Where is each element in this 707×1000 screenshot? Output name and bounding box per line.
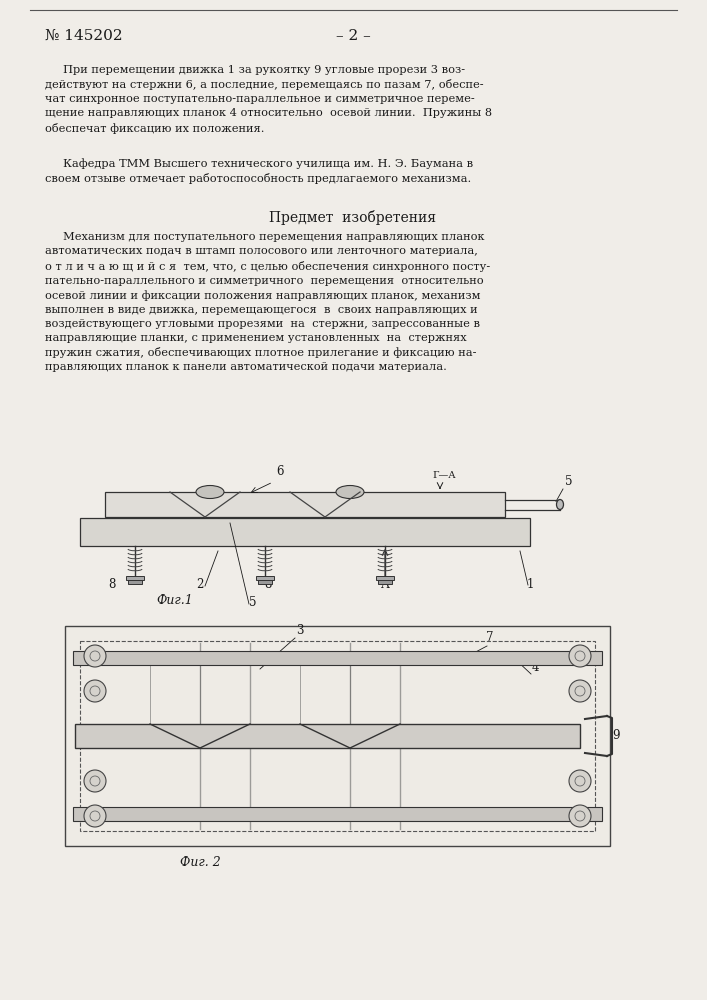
Circle shape [84, 805, 106, 827]
Bar [256, 576, 274, 580]
Text: 5: 5 [565, 475, 573, 488]
Text: А: А [380, 578, 390, 591]
Text: 4: 4 [531, 661, 539, 674]
Text: 1: 1 [526, 578, 534, 591]
Text: Г—А: Г—А [432, 471, 455, 480]
Circle shape [569, 770, 591, 792]
Bar [126, 576, 144, 580]
Ellipse shape [336, 486, 364, 498]
Circle shape [569, 805, 591, 827]
Ellipse shape [196, 486, 224, 498]
Text: 7: 7 [486, 631, 493, 644]
Circle shape [569, 645, 591, 667]
Text: 6: 6 [276, 465, 284, 478]
Text: Фиг. 2: Фиг. 2 [180, 856, 221, 869]
Bar [73, 651, 602, 665]
Bar [378, 580, 392, 584]
Bar [258, 580, 272, 584]
Polygon shape [105, 492, 505, 517]
Circle shape [84, 645, 106, 667]
Text: 8: 8 [108, 578, 116, 591]
Bar [73, 807, 602, 821]
Text: Предмет  изобретения: Предмет изобретения [269, 210, 436, 225]
Circle shape [84, 680, 106, 702]
Text: Кафедра ТММ Высшего технического училища им. Н. Э. Баумана в
своем отзыве отмеча: Кафедра ТММ Высшего технического училища… [45, 158, 473, 184]
Text: При перемещении движка 1 за рукоятку 9 угловые прорези 3 воз-
действуют на стерж: При перемещении движка 1 за рукоятку 9 у… [45, 65, 492, 134]
Ellipse shape [556, 499, 563, 510]
Bar [80, 641, 595, 831]
Text: Фиг.1: Фиг.1 [157, 594, 194, 607]
Circle shape [569, 680, 591, 702]
Text: № 145202: № 145202 [45, 29, 122, 43]
Text: Механизм для поступательного перемещения направляющих планок
автоматических пода: Механизм для поступательного перемещения… [45, 232, 490, 372]
Text: 3: 3 [296, 624, 304, 637]
Text: 5: 5 [250, 596, 257, 609]
Polygon shape [80, 518, 530, 546]
Circle shape [84, 770, 106, 792]
Text: – 2 –: – 2 – [336, 29, 370, 43]
Text: 8: 8 [264, 578, 271, 591]
Text: 2: 2 [197, 578, 204, 591]
Bar [65, 626, 610, 846]
Bar [376, 576, 394, 580]
Text: 9: 9 [612, 729, 619, 742]
Bar [128, 580, 142, 584]
Bar [75, 724, 580, 748]
